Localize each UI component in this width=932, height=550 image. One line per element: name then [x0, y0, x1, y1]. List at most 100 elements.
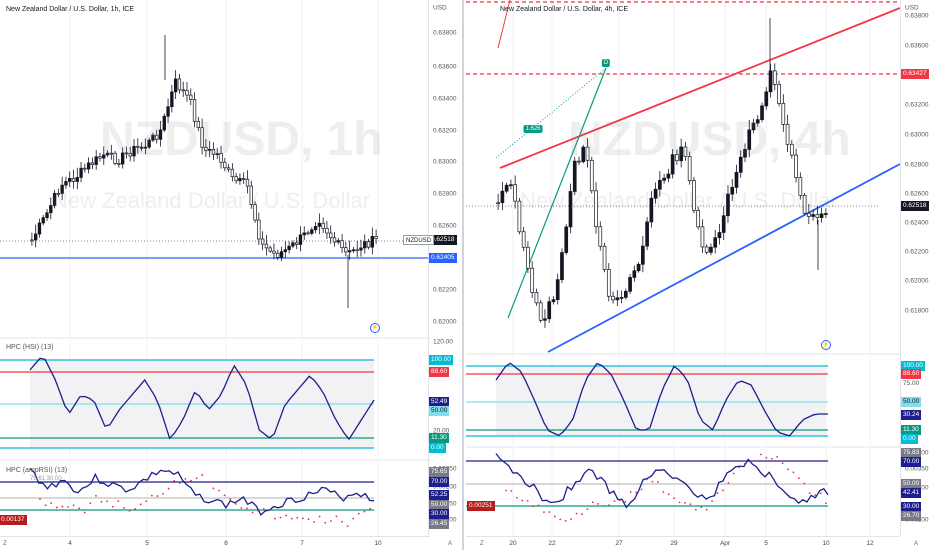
drawing-label-d[interactable]: D [601, 59, 611, 67]
right-candle [530, 267, 535, 293]
left-price-tick: 0.00200 [433, 483, 457, 491]
right-amprsi-dot [629, 490, 632, 493]
left-candle [155, 134, 159, 140]
right-candle [547, 301, 552, 320]
left-candle [268, 247, 272, 252]
left-amprsi-dot [341, 520, 343, 523]
left-price-tick: 0.62600 [433, 222, 457, 230]
left-price-tag: 52.49 [429, 397, 450, 407]
left-price-tick: 0.63600 [433, 63, 457, 71]
left-candle [98, 156, 102, 159]
left-candle [283, 249, 287, 253]
left-candle [325, 228, 329, 234]
left-amprsi-dot [346, 525, 349, 528]
left-hsi-line [29, 357, 375, 441]
right-amprsi-dot [656, 481, 659, 483]
left-price-tag: 30.00 [429, 509, 450, 519]
right-candle [585, 146, 590, 161]
left-candle [64, 181, 68, 186]
right-amprsi-dot [678, 501, 681, 504]
right-chart-canvas[interactable] [466, 0, 900, 536]
left-hsi-legend[interactable]: HPC (HSI) (13) [6, 344, 54, 351]
right-chart-title[interactable]: New Zealand Dollar / U.S. Dollar, 4h, IC… [500, 6, 628, 13]
left-chart-canvas[interactable] [0, 0, 430, 536]
right-amprsi-dot [586, 508, 589, 511]
right-lightning-icon[interactable]: ⚡ [821, 340, 831, 350]
right-amprsi-dot [646, 478, 648, 481]
right-amprsi-dot [819, 492, 822, 495]
right-amprsi-dot [532, 505, 535, 508]
left-candle [185, 90, 189, 96]
right-amprsi-dot [754, 459, 757, 462]
left-chart-title[interactable]: New Zealand Dollar / U.S. Dollar, 1h, IC… [6, 6, 134, 13]
left-corner-z[interactable]: Z [3, 541, 7, 547]
right-candle [568, 191, 573, 228]
right-candle [504, 184, 509, 192]
left-candle [204, 146, 208, 151]
left-candle [374, 236, 378, 239]
left-time-label: 5 [145, 540, 149, 547]
right-price-tag: 0.63427 [901, 69, 929, 79]
left-lightning-icon[interactable]: ⚡ [370, 323, 380, 333]
right-candle [500, 190, 505, 204]
left-amprsi-dot [313, 520, 315, 523]
left-price-scale[interactable]: USD 0.63800 0.63600 0.63400 0.63200 0.63000 0… [0, 0, 462, 536]
right-corner-a[interactable]: A [914, 541, 919, 547]
left-chart-panel[interactable]: NZDUSD, 1h New Zealand Dollar / U.S. Dol… [0, 0, 464, 550]
right-amprsi-dot [814, 494, 817, 496]
left-candle [170, 91, 174, 108]
left-candle [298, 234, 303, 245]
right-time-axis[interactable]: 20 22 27 29 Apr 5 10 12 [466, 536, 900, 550]
left-amprsi-dot [335, 515, 338, 518]
left-amprsi-dot [234, 503, 237, 505]
left-candle [215, 153, 219, 155]
left-amprsi-dot [369, 507, 371, 510]
right-candle [743, 149, 747, 158]
left-price-tag: 0.62405 [429, 253, 457, 263]
left-candle [120, 152, 125, 165]
left-amprsi-dot [195, 477, 198, 480]
left-amprsi-dot [190, 479, 192, 482]
drawing-label-ratio[interactable]: 1.626 [523, 125, 543, 133]
left-candle [219, 153, 223, 163]
left-price-tag: 70.00 [429, 477, 450, 487]
right-amprsi-dot [526, 499, 529, 502]
right-amprsi-dot [705, 508, 708, 511]
left-price-tag: 0.62518 [429, 235, 457, 245]
right-candle [730, 187, 735, 195]
left-candle [332, 237, 337, 243]
left-candle [257, 219, 261, 240]
right-candle [538, 302, 543, 321]
right-amprsi-dot [781, 462, 784, 465]
left-amprsi-dot [100, 500, 103, 503]
left-amprsi-dot [301, 517, 304, 520]
left-candle [211, 148, 216, 155]
left-amprsi-legend[interactable]: HPC (ampRSI) (13) [6, 467, 68, 474]
right-candle [692, 180, 696, 211]
left-candle [366, 241, 371, 248]
right-amprsi-dot [738, 466, 741, 469]
right-amprsi-dot [684, 502, 686, 504]
left-corner-a[interactable]: A [448, 541, 453, 547]
left-candle [321, 222, 325, 229]
left-candle [238, 178, 242, 182]
left-candle [230, 168, 235, 178]
right-candle [704, 246, 709, 253]
right-candle [606, 269, 611, 297]
right-amprsi-dot [591, 501, 594, 504]
right-amprsi-dot [521, 499, 524, 502]
left-amprsi-dot [156, 495, 159, 497]
left-candle [363, 241, 367, 249]
left-amprsi-dot [67, 505, 69, 508]
right-candle [675, 154, 679, 162]
right-price-tick: 0.61800 [905, 307, 929, 315]
right-amprsi-dot [673, 497, 676, 500]
left-time-axis[interactable]: 4 5 6 7 10 [0, 536, 430, 550]
right-corner-z[interactable]: Z [480, 541, 484, 547]
left-time-label: 7 [300, 540, 304, 547]
right-time-label: 27 [615, 540, 623, 547]
right-price-scale[interactable]: USD 0.63800 0.63600 0.63200 0.63000 0.62800 0… [467, 0, 932, 536]
left-candle [189, 94, 193, 100]
left-candle [56, 192, 61, 195]
right-chart-panel[interactable]: NZDUSD, 4h New Zealand Dollar / U.S. Dol… [466, 0, 932, 550]
